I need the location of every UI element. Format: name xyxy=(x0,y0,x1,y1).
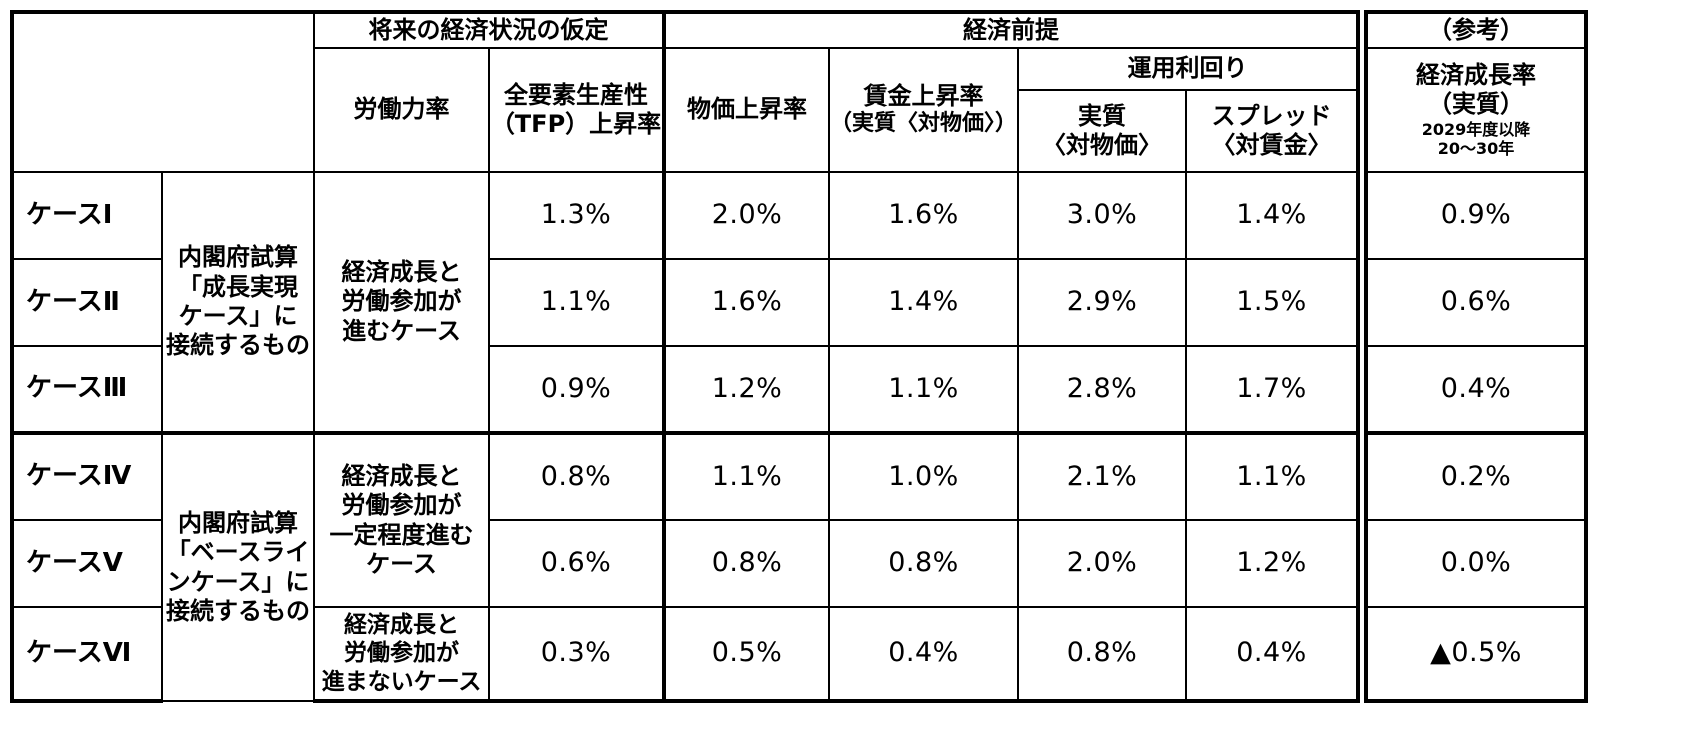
wage-value: 0.8% xyxy=(827,519,1020,608)
wage-value: 1.4% xyxy=(827,258,1020,347)
growth-value: 0.9% xyxy=(1364,171,1589,260)
case-label: ケースⅥ xyxy=(10,606,163,703)
growth-value: 0.0% xyxy=(1364,519,1589,608)
tfp-value: 1.1% xyxy=(488,258,665,347)
growth-value: 0.2% xyxy=(1364,431,1589,521)
wage-value: 1.0% xyxy=(827,431,1020,521)
table-row: ケースⅡ 1.1% 1.6% 1.4% 2.9% 1.5% 0.6% xyxy=(10,258,1589,347)
table-row: ケースⅠ 内閣府試算 「成長実現 ケース」に 接続するもの 経済成長と 労働参加… xyxy=(10,171,1589,434)
spread-value: 1.2% xyxy=(1185,519,1360,608)
real-yield-value: 2.1% xyxy=(1017,431,1188,521)
corner-cell xyxy=(10,10,315,173)
price-increase-header: 物価上昇率 xyxy=(662,47,830,173)
price-value: 2.0% xyxy=(662,171,830,260)
price-value: 1.6% xyxy=(662,258,830,347)
growth-case-group: 内閣府試算 「成長実現 ケース」に 接続するもの xyxy=(161,171,315,434)
baseline-case-group: 内閣府試算 「ベースライ ンケース」に 接続するもの xyxy=(161,431,315,702)
real-yield-value: 2.8% xyxy=(1017,345,1188,434)
real-yield-value: 2.9% xyxy=(1017,258,1188,347)
spread-value: 1.7% xyxy=(1185,345,1360,434)
price-value: 0.5% xyxy=(662,606,830,703)
spread-value: 1.4% xyxy=(1185,171,1360,260)
growth-value: 0.6% xyxy=(1364,258,1589,347)
tfp-value: 0.8% xyxy=(488,431,665,521)
price-value: 1.2% xyxy=(662,345,830,434)
case-label: ケースⅠ xyxy=(10,171,163,260)
tfp-header: 全要素生産性 （TFP）上昇率 xyxy=(488,47,665,173)
economic-assumptions-sheet: 将来の経済状況の仮定 経済前提 （参考） 労働力率 全要素生産性 （TFP）上昇… xyxy=(10,10,1589,703)
spread-header: スプレッド 〈対賃金〉 xyxy=(1185,89,1360,173)
growth-value: ▲0.5% xyxy=(1364,606,1589,703)
table-row: ケースⅢ 0.9% 1.2% 1.1% 2.8% 1.7% 0.4% xyxy=(10,345,1589,434)
table-row: ケースⅣ 内閣府試算 「ベースライ ンケース」に 接続するもの 経済成長と 労働… xyxy=(10,431,1589,702)
growth-rate-header: 経済成長率 （実質） 2029年度以降 20～30年 xyxy=(1364,47,1589,173)
labor-force-header: 労働力率 xyxy=(313,47,490,173)
real-yield-value: 3.0% xyxy=(1017,171,1188,260)
price-value: 1.1% xyxy=(662,431,830,521)
tfp-value: 0.9% xyxy=(488,345,665,434)
spread-value: 1.1% xyxy=(1185,431,1360,521)
premises-group-header: 経済前提 xyxy=(661,10,1360,49)
growth-value: 0.4% xyxy=(1364,345,1589,434)
reference-group-header: （参考） xyxy=(1364,10,1589,49)
spread-value: 1.5% xyxy=(1185,258,1360,347)
wage-value: 1.1% xyxy=(827,345,1020,434)
wage-value: 1.6% xyxy=(827,171,1020,260)
real-yield-header: 実質 〈対物価〉 xyxy=(1017,89,1188,173)
spread-value: 0.4% xyxy=(1185,606,1360,703)
tfp-value: 0.3% xyxy=(488,606,665,703)
real-yield-value: 0.8% xyxy=(1017,606,1188,703)
tfp-value: 1.3% xyxy=(488,171,665,260)
case-label: ケースⅤ xyxy=(10,519,163,608)
labor-partial-group: 経済成長と 労働参加が 一定程度進む ケース xyxy=(313,431,490,608)
wage-increase-header: 賃金上昇率 （実質〈対物価〉） xyxy=(827,47,1020,173)
wage-value: 0.4% xyxy=(827,606,1020,703)
column-separator xyxy=(1356,12,1368,701)
case-label: ケースⅢ xyxy=(10,345,163,434)
price-value: 0.8% xyxy=(662,519,830,608)
case-label: ケースⅣ xyxy=(10,431,163,521)
labor-advance-group: 経済成長と 労働参加が 進むケース xyxy=(313,171,490,434)
labor-none-group: 経済成長と 労働参加が 進まないケース xyxy=(313,606,490,703)
table-row: ケースⅥ 経済成長と 労働参加が 進まないケース 0.3% 0.5% 0.4% … xyxy=(10,606,1589,703)
assumptions-group-header: 将来の経済状況の仮定 xyxy=(313,10,665,49)
case-label: ケースⅡ xyxy=(10,258,163,347)
real-yield-value: 2.0% xyxy=(1017,519,1188,608)
economic-assumptions-table: 将来の経済状況の仮定 経済前提 （参考） 労働力率 全要素生産性 （TFP）上昇… xyxy=(10,10,1589,703)
tfp-value: 0.6% xyxy=(488,519,665,608)
table-row: ケースⅤ 0.6% 0.8% 0.8% 2.0% 1.2% 0.0% xyxy=(10,519,1589,608)
investment-yield-header: 運用利回り xyxy=(1017,47,1360,91)
